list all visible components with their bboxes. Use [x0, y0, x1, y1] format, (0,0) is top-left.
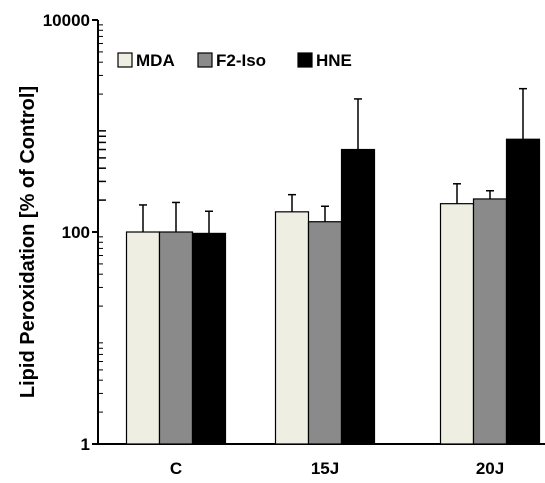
legend-swatch: [297, 52, 313, 68]
bar-mda-c: [125, 231, 161, 445]
bar-f2-iso-15j: [307, 221, 343, 445]
x-category-label: 15J: [311, 459, 339, 478]
legend-swatch: [117, 52, 133, 68]
bar-mda-20j: [439, 203, 475, 445]
bar-hne-20j: [505, 138, 541, 445]
legend-swatch: [197, 52, 213, 68]
y-tick-label: 10000: [43, 11, 90, 30]
legend-label: HNE: [316, 51, 352, 70]
legend: MDA F2-Iso HNE: [117, 51, 352, 70]
labels-layer: 1 100 10000 C 15J 20J: [43, 11, 504, 478]
y-tick-label: 100: [62, 223, 90, 242]
bar-f2-iso-c: [158, 231, 194, 445]
y-tick-label: 1: [81, 435, 90, 454]
bar-hne-15j: [340, 148, 376, 445]
bars-layer: [125, 138, 541, 445]
x-category-label: C: [170, 459, 182, 478]
error-bars-layer: [139, 87, 527, 234]
bar-mda-15j: [274, 211, 310, 445]
bar-hne-c: [191, 232, 227, 445]
legend-label: MDA: [136, 51, 175, 70]
y-axis-title: Lipid Peroxidation [% of Control]: [17, 86, 39, 398]
x-category-label: 20J: [476, 459, 504, 478]
bar-f2-iso-20j: [472, 198, 508, 445]
legend-label: F2-Iso: [216, 51, 266, 70]
